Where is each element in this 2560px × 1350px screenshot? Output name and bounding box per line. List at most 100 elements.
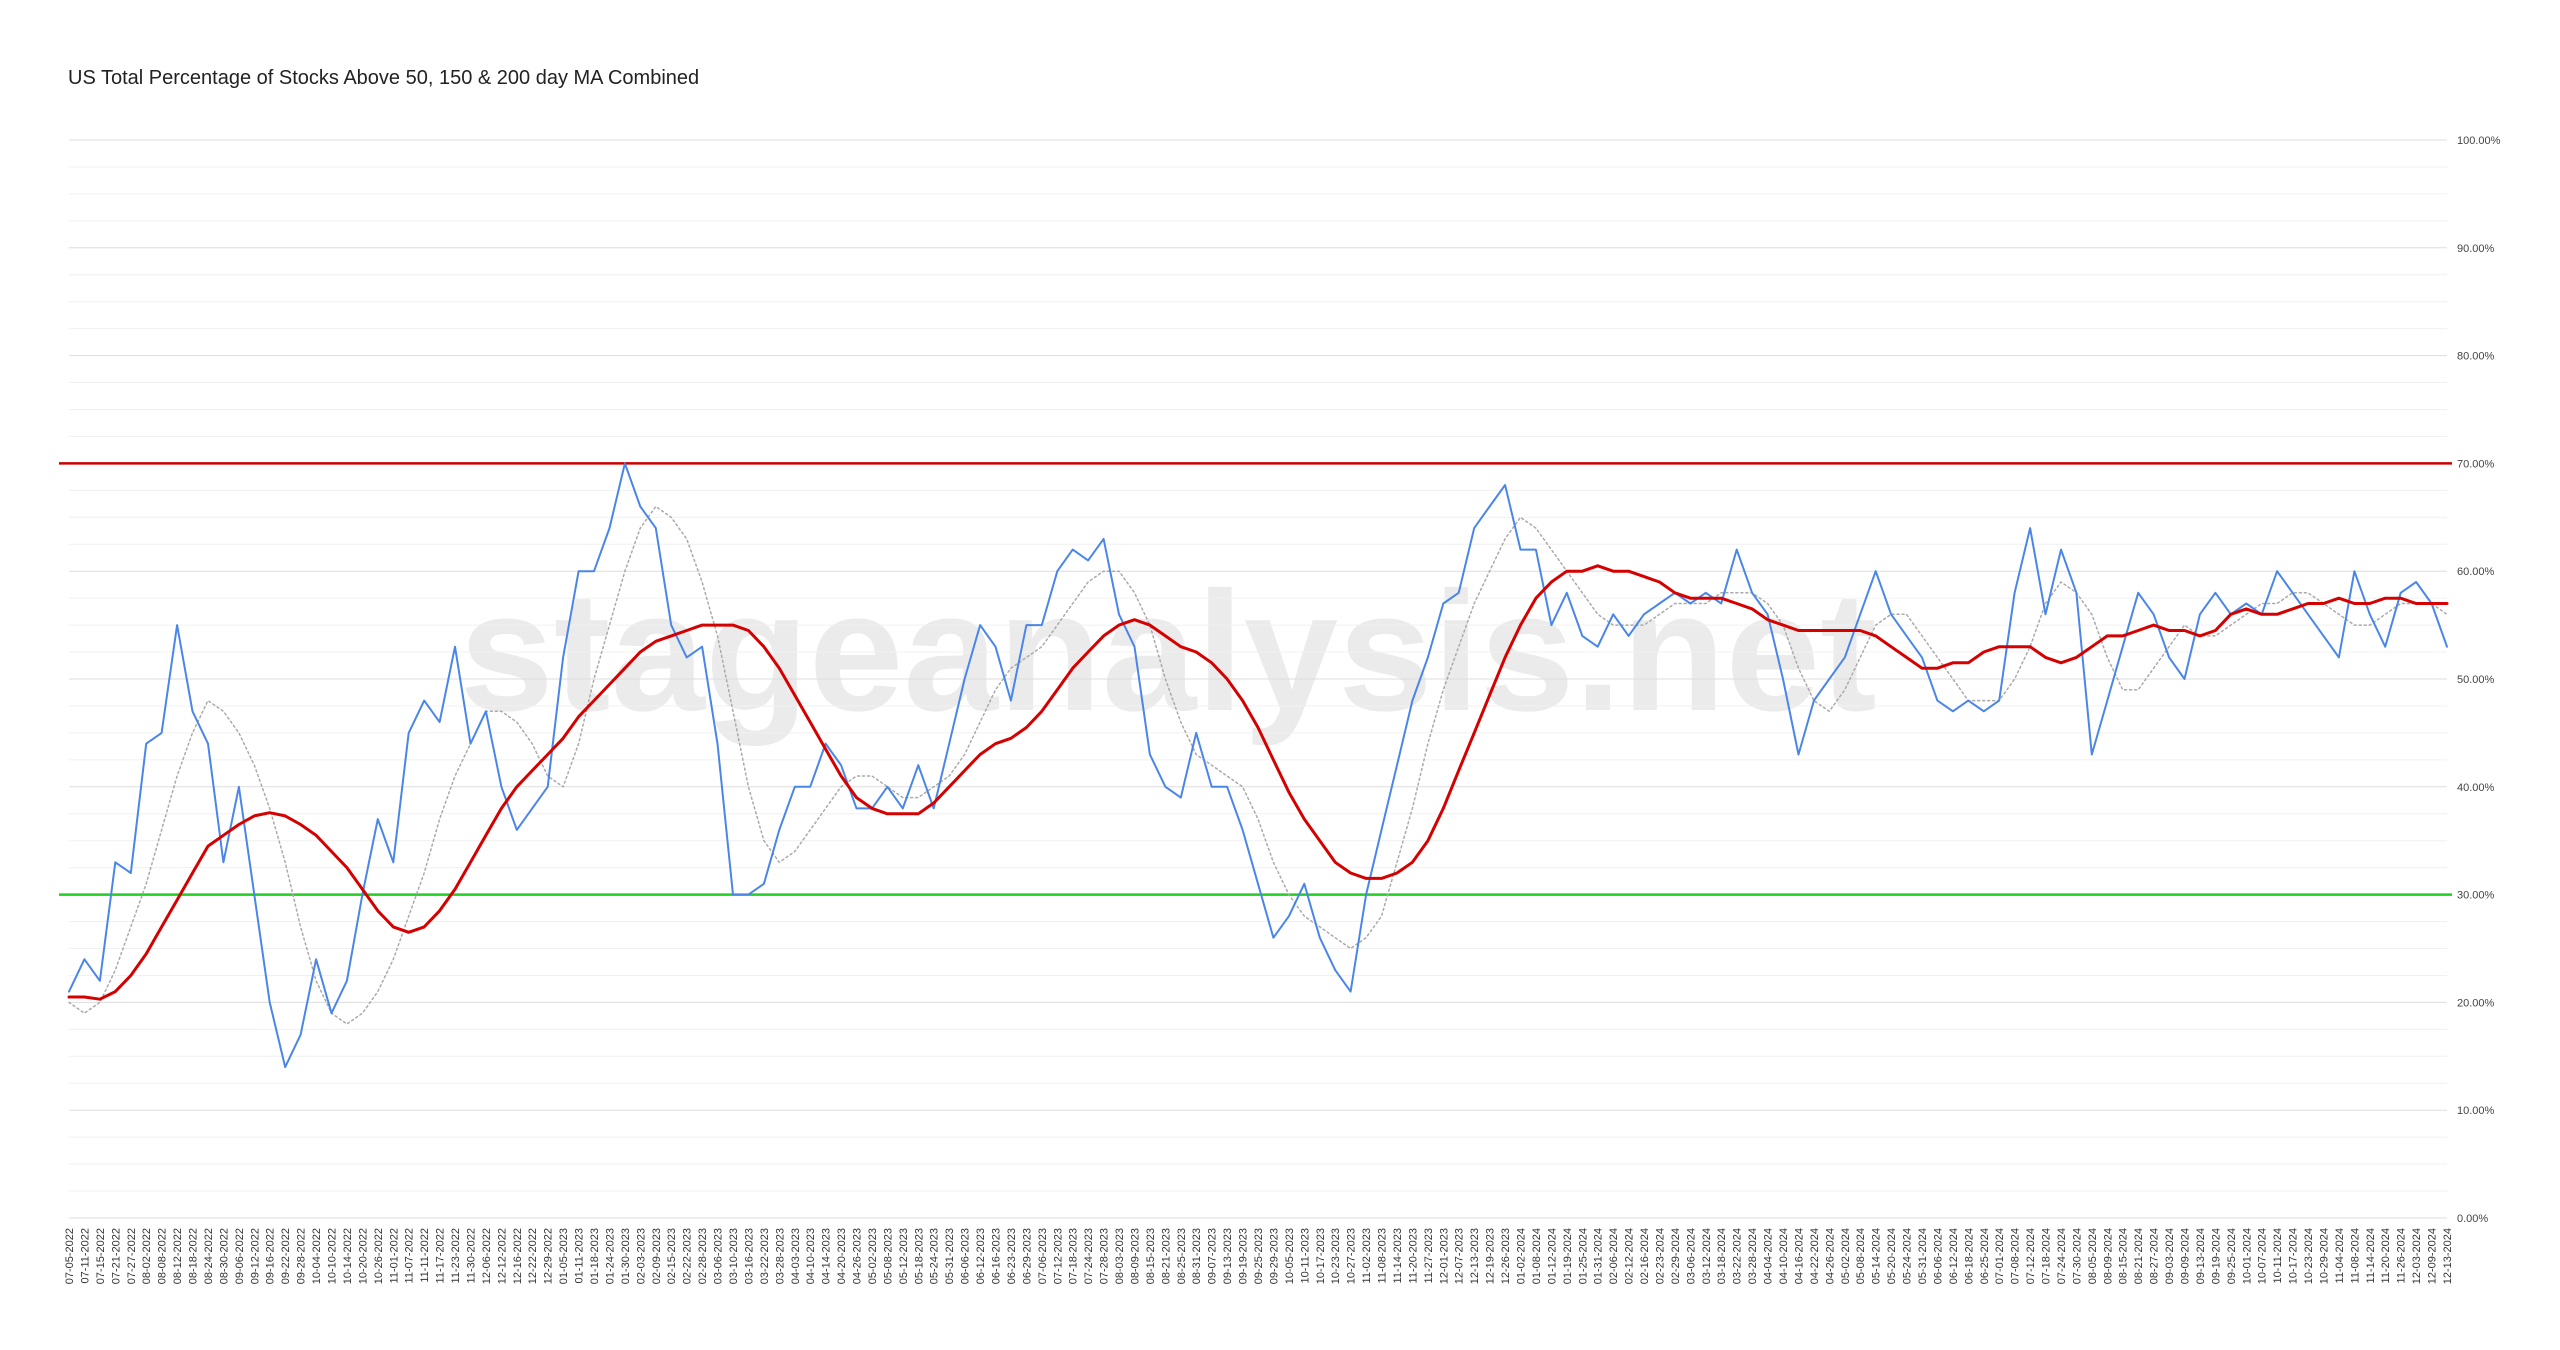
- x-tick-label: 07-18-2023: [1068, 1228, 1080, 1284]
- x-tick-label: 05-02-2024: [1840, 1228, 1852, 1284]
- x-tick-label: 12-26-2023: [1500, 1228, 1512, 1284]
- y-tick-label: 60.00%: [2457, 566, 2495, 578]
- x-tick-label: 10-17-2023: [1315, 1228, 1327, 1284]
- x-tick-label: 03-16-2023: [743, 1228, 755, 1284]
- x-tick-label: 11-27-2023: [1423, 1228, 1435, 1283]
- x-tick-label: 09-06-2022: [234, 1228, 246, 1284]
- x-tick-label: 01-18-2023: [589, 1228, 601, 1284]
- x-tick-label: 11-17-2022: [435, 1228, 447, 1283]
- x-tick-label: 09-19-2023: [1238, 1228, 1250, 1284]
- x-tick-label: 02-06-2024: [1608, 1228, 1620, 1284]
- x-tick-label: 11-08-2024: [2349, 1228, 2361, 1283]
- y-tick-label: 40.00%: [2457, 782, 2495, 794]
- x-tick-label: 09-09-2024: [2179, 1228, 2191, 1284]
- x-tick-label: 10-26-2022: [373, 1228, 385, 1284]
- x-tick-label: 08-15-2023: [1145, 1228, 1157, 1284]
- x-tick-label: 04-16-2024: [1793, 1228, 1805, 1284]
- y-tick-label: 0.00%: [2457, 1213, 2488, 1225]
- x-tick-label: 06-06-2024: [1932, 1228, 1944, 1284]
- y-tick-label: 90.00%: [2457, 243, 2495, 255]
- x-tick-label: 04-04-2024: [1763, 1228, 1775, 1284]
- x-tick-label: 05-31-2023: [944, 1228, 956, 1284]
- x-tick-label: 05-31-2024: [1917, 1228, 1929, 1284]
- x-tick-label: 01-24-2023: [604, 1228, 616, 1284]
- y-tick-label: 100.00%: [2457, 135, 2501, 147]
- x-tick-label: 08-15-2024: [2118, 1228, 2130, 1284]
- x-tick-label: 12-03-2024: [2411, 1228, 2423, 1284]
- x-tick-label: 08-02-2022: [141, 1228, 153, 1284]
- x-tick-label: 11-23-2022: [450, 1228, 462, 1283]
- x-tick-label: 02-23-2024: [1654, 1228, 1666, 1284]
- x-tick-label: 01-31-2024: [1593, 1228, 1605, 1284]
- x-tick-label: 09-28-2022: [296, 1228, 308, 1284]
- x-tick-label: 10-05-2023: [1284, 1228, 1296, 1284]
- x-tick-label: 04-10-2024: [1778, 1228, 1790, 1284]
- x-tick-label: 08-09-2024: [2102, 1228, 2114, 1284]
- x-tick-label: 11-08-2023: [1377, 1228, 1389, 1283]
- x-tick-label: 03-10-2023: [728, 1228, 740, 1284]
- x-tick-label: 07-12-2024: [2025, 1228, 2037, 1284]
- x-tick-label: 07-30-2024: [2071, 1228, 2083, 1284]
- x-tick-label: 10-07-2024: [2257, 1228, 2269, 1284]
- x-tick-label: 08-25-2023: [1176, 1228, 1188, 1284]
- x-tick-label: 11-14-2024: [2365, 1228, 2377, 1283]
- x-tick-label: 06-18-2024: [1963, 1228, 1975, 1284]
- x-tick-label: 05-18-2023: [913, 1228, 925, 1284]
- x-tick-label: 10-23-2024: [2303, 1228, 2315, 1284]
- x-tick-label: 05-02-2023: [867, 1228, 879, 1284]
- x-tick-label: 07-11-2022: [79, 1228, 91, 1283]
- x-tick-label: 08-27-2024: [2149, 1228, 2161, 1284]
- x-tick-label: 08-21-2024: [2133, 1228, 2145, 1284]
- x-tick-label: 09-07-2023: [1207, 1228, 1219, 1284]
- x-tick-label: 11-14-2023: [1392, 1228, 1404, 1283]
- x-tick-label: 12-22-2022: [527, 1228, 539, 1284]
- series-line: [68, 462, 2448, 1069]
- x-tick-label: 02-09-2023: [651, 1228, 663, 1284]
- x-tick-label: 02-12-2024: [1624, 1228, 1636, 1284]
- y-tick-label: 30.00%: [2457, 890, 2495, 902]
- x-tick-label: 09-13-2024: [2195, 1228, 2207, 1284]
- x-tick-label: 07-15-2022: [95, 1228, 107, 1284]
- x-tick-label: 08-09-2023: [1129, 1228, 1141, 1284]
- x-tick-label: 11-11-2022: [419, 1228, 431, 1283]
- y-tick-label: 20.00%: [2457, 997, 2495, 1009]
- x-tick-label: 03-12-2024: [1701, 1228, 1713, 1284]
- x-tick-label: 01-11-2023: [574, 1228, 586, 1283]
- x-tick-label: 12-19-2023: [1485, 1228, 1497, 1284]
- x-tick-label: 01-08-2024: [1531, 1228, 1543, 1284]
- x-tick-label: 02-28-2023: [697, 1228, 709, 1284]
- x-tick-label: 09-03-2024: [2164, 1228, 2176, 1284]
- x-tick-label: 07-18-2024: [2041, 1228, 2053, 1284]
- x-tick-label: 02-29-2024: [1670, 1228, 1682, 1284]
- y-tick-label: 50.00%: [2457, 674, 2495, 686]
- x-tick-label: 07-06-2023: [1037, 1228, 1049, 1284]
- x-tick-label: 02-22-2023: [682, 1228, 694, 1284]
- x-tick-label: 03-06-2023: [713, 1228, 725, 1284]
- x-tick-label: 05-08-2023: [882, 1228, 894, 1284]
- x-tick-label: 01-05-2023: [558, 1228, 570, 1284]
- x-tick-label: 10-10-2022: [327, 1228, 339, 1284]
- x-tick-label: 07-05-2022: [64, 1228, 76, 1284]
- x-tick-label: 02-03-2023: [635, 1228, 647, 1284]
- y-tick-label: 10.00%: [2457, 1105, 2495, 1117]
- x-tick-label: 09-16-2022: [265, 1228, 277, 1284]
- x-tick-label: 07-24-2023: [1083, 1228, 1095, 1284]
- x-tick-label: 11-30-2022: [465, 1228, 477, 1283]
- x-tick-label: 08-05-2024: [2087, 1228, 2099, 1284]
- x-tick-label: 04-10-2023: [805, 1228, 817, 1284]
- x-tick-label: 08-03-2023: [1114, 1228, 1126, 1284]
- x-tick-label: 09-29-2023: [1268, 1228, 1280, 1284]
- x-tick-label: 07-12-2023: [1052, 1228, 1064, 1284]
- x-tick-label: 04-26-2023: [852, 1228, 864, 1284]
- x-tick-label: 12-12-2022: [496, 1228, 508, 1284]
- x-tick-label: 04-20-2023: [836, 1228, 848, 1284]
- chart-title: US Total Percentage of Stocks Above 50, …: [68, 67, 699, 89]
- x-tick-label: 12-07-2023: [1454, 1228, 1466, 1284]
- x-tick-label: 08-21-2023: [1160, 1228, 1172, 1284]
- x-tick-label: 11-01-2022: [388, 1228, 400, 1283]
- x-tick-label: 07-28-2023: [1099, 1228, 1111, 1284]
- x-tick-label: 11-02-2023: [1361, 1228, 1373, 1283]
- x-tick-label: 08-31-2023: [1191, 1228, 1203, 1284]
- x-tick-label: 07-27-2022: [126, 1228, 138, 1284]
- x-tick-label: 10-20-2022: [357, 1228, 369, 1284]
